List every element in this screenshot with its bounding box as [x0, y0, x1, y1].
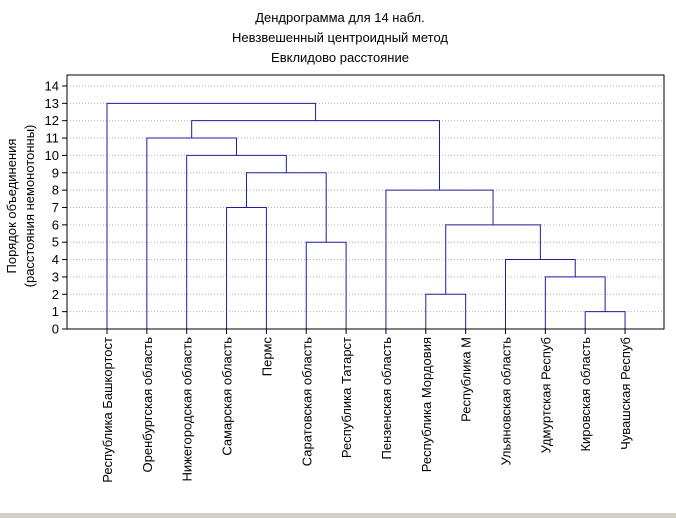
leaf-label: Саратовская область	[299, 337, 314, 466]
y-tick-label: 10	[45, 148, 59, 163]
dendrogram-link	[106, 102, 317, 329]
y-tick-label: 14	[45, 78, 59, 93]
y-tick-label: 7	[52, 200, 59, 215]
y-axis-label: Порядок объединения (расстояния немоното…	[4, 125, 37, 288]
leaf-label: Республика Мордовия	[419, 337, 434, 472]
y-tick-label: 3	[52, 269, 59, 284]
y-tick-label: 8	[52, 183, 59, 198]
leaf-label: Республика М	[459, 337, 474, 422]
leaf-label: Удмуртская Респуб	[538, 337, 553, 453]
y-tick-label: 1	[52, 304, 59, 319]
leaf-label: Пензенская область	[379, 337, 394, 460]
y-tick-label: 6	[52, 217, 59, 232]
leaf-label: Республика Татарст	[339, 337, 354, 458]
leaf-label: Оренбургская область	[140, 337, 155, 473]
leaf-label: Нижегородская область	[180, 337, 195, 482]
y-tick-label: 9	[52, 165, 59, 180]
y-tick-label: 2	[52, 287, 59, 302]
chart-title: Дендрограмма для 14 набл. Невзвешенный ц…	[232, 10, 448, 65]
dendrogram-links	[106, 102, 626, 329]
plot-frame	[66, 74, 665, 330]
leaf-label: Республика Башкортост	[100, 337, 115, 483]
leaf-label: Кировская область	[578, 337, 593, 452]
y-tick-label: 5	[52, 235, 59, 250]
y-tick-label: 13	[45, 96, 59, 111]
y-tick-label: 12	[45, 113, 59, 128]
leaf-label: Самарская область	[220, 337, 235, 456]
x-axis: Республика Башкортост Оренбургская област…	[100, 329, 633, 483]
leaf-label: Ульяновская область	[499, 337, 514, 466]
plot-area	[67, 75, 664, 329]
y-tick-label: 11	[46, 131, 60, 146]
ylabel-line-2: (расстояния немонотонны)	[22, 125, 37, 288]
title-line-1: Дендрограмма для 14 набл.	[255, 10, 425, 25]
ylabel-line-1: Порядок объединения	[4, 139, 19, 274]
y-tick-label: 0	[52, 322, 59, 337]
y-tick-label: 4	[52, 252, 59, 267]
title-line-2: Невзвешенный центроидный метод	[232, 30, 448, 45]
title-line-3: Евклидово расстояние	[271, 50, 409, 65]
leaf-label: Пермс	[259, 337, 274, 377]
leaf-label: Чувашская Респуб	[618, 337, 633, 450]
